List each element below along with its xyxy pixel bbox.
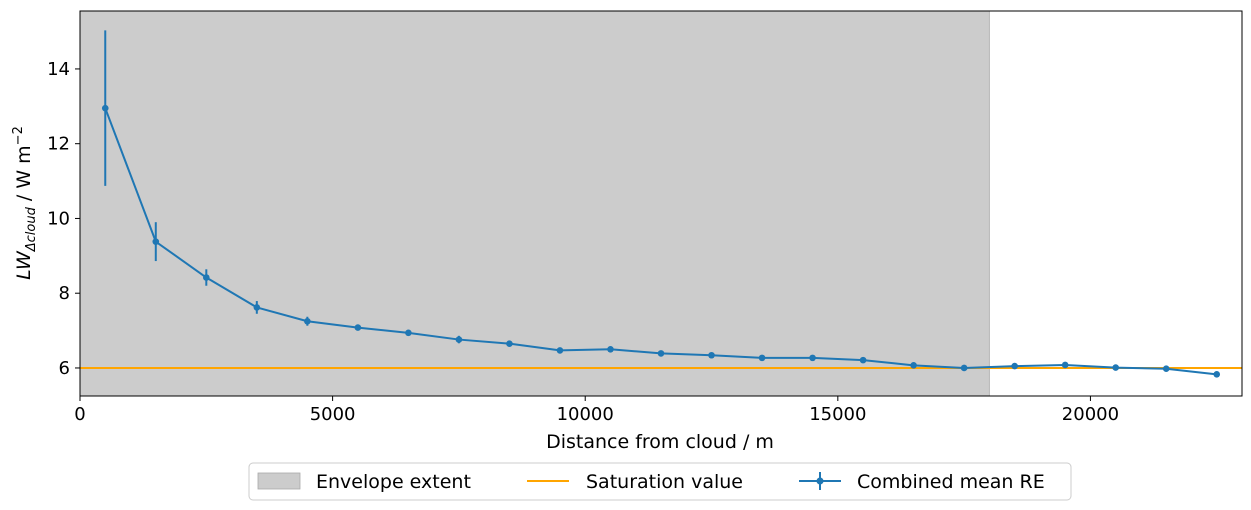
legend-frame [248, 462, 1072, 501]
data-point [1213, 371, 1221, 378]
data-point [910, 362, 917, 369]
y-tick-label: 10 [47, 208, 70, 229]
y-tick-label: 8 [59, 283, 70, 304]
data-point [354, 324, 362, 331]
x-tick-label: 10000 [557, 404, 614, 425]
y-axis-label-units: / W m [13, 145, 35, 207]
data-point [203, 274, 210, 281]
x-tick-label: 5000 [310, 404, 356, 425]
x-axis-label: Distance from cloud / m [546, 431, 774, 453]
y-tick-label: 12 [47, 134, 70, 155]
data-point [758, 354, 766, 362]
data-point [960, 364, 968, 372]
data-point [607, 345, 614, 353]
x-tick-label: 15000 [809, 404, 866, 425]
y-tick-label: 14 [47, 59, 70, 80]
legend-envelope-swatch [257, 472, 301, 490]
y-axis-label: LWΔcloud / W m−2 [11, 126, 39, 280]
legend-series-label: Combined mean RE [857, 471, 1045, 493]
data-point [304, 317, 311, 325]
data-point [455, 336, 463, 343]
y-axis-label-symbol: LW [13, 250, 35, 280]
data-point [708, 351, 715, 359]
data-point [1112, 364, 1119, 371]
data-point [506, 340, 513, 347]
data-point [253, 304, 261, 311]
data-point [556, 347, 564, 354]
data-point [152, 238, 160, 245]
y-tick-label: 6 [59, 358, 70, 379]
envelope-region [80, 11, 990, 396]
data-point [1162, 365, 1170, 373]
data-point [405, 329, 412, 337]
legend: Envelope extent Saturation value Combine… [248, 462, 1072, 501]
data-point [1061, 361, 1069, 369]
data-point [809, 354, 816, 362]
x-tick-label: 20000 [1062, 404, 1119, 425]
axes: 0 5000 10000 15000 20000 6 8 10 12 14 [47, 10, 1243, 425]
y-axis-label-exponent: −2 [11, 126, 26, 145]
x-tick-label: 0 [74, 404, 85, 425]
legend-envelope-label: Envelope extent [316, 471, 471, 493]
y-axis-label-subscript: Δcloud [24, 206, 39, 252]
data-marks [80, 30, 1242, 378]
legend-saturation-label: Saturation value [586, 471, 743, 493]
legend-series-marker [816, 477, 824, 485]
axes-frame [79, 10, 1243, 397]
data-point [101, 104, 109, 112]
data-point [1011, 362, 1018, 370]
data-point [859, 356, 867, 364]
plot-area [80, 11, 990, 396]
data-point [657, 350, 665, 357]
